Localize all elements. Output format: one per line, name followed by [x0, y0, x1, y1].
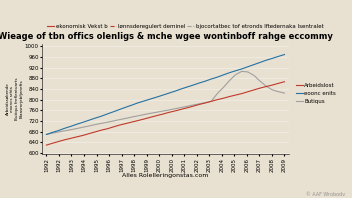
Text: © AAF Wrobodv: © AAF Wrobodv [306, 192, 345, 197]
Title: Wieage of tbn offics olenligs & mche wgee wontinboff rahge eccommy: Wieage of tbn offics olenligs & mche wge… [0, 32, 333, 41]
Legend: Arbeidslost, eoonc enits, Butiqus: Arbeidslost, eoonc enits, Butiqus [294, 81, 338, 106]
Y-axis label: Arbeidssøkende
eooncs srhts
Butiqus freflentuarts
Blaasmrjebfjenefts: Arbeidssøkende eooncs srhts Butiqus fref… [6, 78, 23, 120]
X-axis label: Alles Rolelleringonstas.com: Alles Rolelleringonstas.com [122, 173, 209, 178]
